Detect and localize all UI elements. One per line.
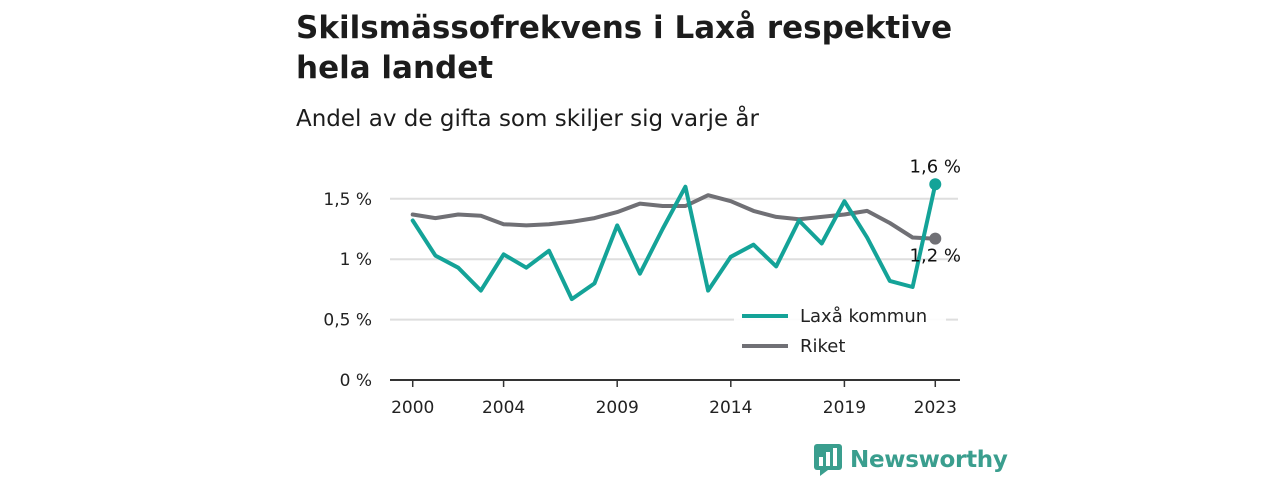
grid-lines: 0 % 0,5 % 1 % 1,5 %: [323, 190, 958, 391]
x-tick-label: 2000: [391, 398, 434, 418]
legend-background: [734, 300, 946, 366]
x-tick-label: 2004: [482, 398, 525, 418]
end-point-laxa: [929, 178, 942, 191]
chart-subtitle: Andel av de gifta som skiljer sig varje …: [296, 106, 759, 132]
legend-label-riket: Riket: [800, 336, 845, 357]
series-line-laxa: [410, 182, 938, 302]
y-tick-label: 0,5 %: [323, 311, 372, 331]
bar-chart-speech-bubble-icon: [814, 444, 842, 476]
y-tick-label: 1 %: [340, 250, 372, 270]
legend: Laxå kommun Riket: [734, 300, 946, 366]
x-tick-label: 2014: [709, 398, 752, 418]
legend-label-laxa: Laxå kommun: [800, 306, 927, 327]
x-tick-label: 2009: [596, 398, 639, 418]
newsworthy-logo: Newsworthy: [814, 444, 1008, 476]
chart-title: Skilsmässofrekvens i Laxå respektive hel…: [296, 10, 953, 86]
end-point-riket: [929, 232, 942, 245]
brand-name: Newsworthy: [850, 447, 1008, 473]
end-labels: 1,6 % 1,2 %: [910, 156, 961, 266]
series-lines: [410, 178, 942, 302]
end-label-riket: 1,2 %: [910, 246, 961, 267]
x-axis: 2000 2004 2009 2014 2019 2023: [390, 379, 960, 418]
series-line-riket: [410, 193, 938, 241]
y-tick-label: 1,5 %: [323, 190, 372, 210]
y-tick-label: 0 %: [340, 371, 372, 391]
x-tick-label: 2019: [823, 398, 866, 418]
end-label-laxa: 1,6 %: [910, 156, 961, 177]
x-tick-label: 2023: [914, 398, 957, 418]
